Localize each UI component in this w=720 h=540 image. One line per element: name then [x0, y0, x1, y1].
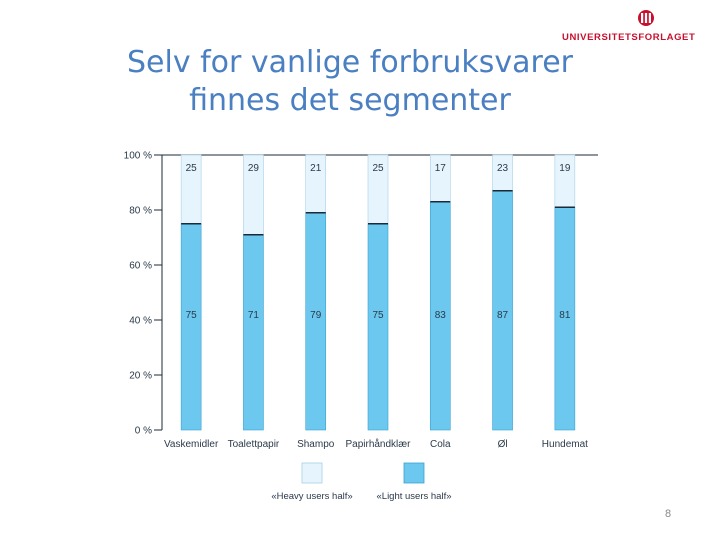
- legend-label: «Light users half»: [377, 491, 452, 502]
- data-label-light: 75: [372, 310, 384, 321]
- data-label-light: 87: [497, 310, 509, 321]
- publisher-logo: [638, 10, 654, 26]
- data-label-heavy: 19: [559, 163, 571, 174]
- data-label-heavy: 29: [248, 163, 260, 174]
- legend-swatch-0: [301, 462, 323, 484]
- data-label-heavy: 25: [372, 163, 384, 174]
- data-label-light: 71: [248, 310, 260, 321]
- page-number: 8: [665, 508, 672, 520]
- bar-heavy-4: [429, 154, 451, 203]
- title-line-2: finnes det segmenter: [189, 83, 511, 118]
- x-category-label: Cola: [430, 439, 451, 450]
- bar-light-3: [367, 223, 389, 431]
- title-line-1: Selv for vanlige forbruksvarer: [126, 45, 573, 80]
- y-tick-label: 100 %: [124, 151, 152, 162]
- x-category-label: Papirhåndklær: [345, 438, 411, 450]
- y-tick-label: 20 %: [129, 371, 152, 382]
- bar-light-2: [305, 212, 327, 431]
- logo-wordmark: UNIVERSITETSFORLAGET: [562, 32, 696, 43]
- bar-light-1: [243, 234, 264, 431]
- x-category-label: Toalettpapir: [228, 439, 280, 450]
- y-tick-label: 40 %: [129, 316, 152, 327]
- data-label-heavy: 23: [497, 163, 509, 174]
- data-label-heavy: 25: [186, 163, 198, 174]
- data-label-light: 81: [559, 310, 571, 321]
- x-category-label: Hundemat: [542, 439, 588, 450]
- data-label-heavy: 21: [310, 163, 322, 174]
- y-tick-label: 80 %: [129, 206, 152, 217]
- y-tick-label: 60 %: [129, 261, 152, 272]
- data-label-light: 79: [310, 310, 322, 321]
- x-category-label: Øl: [498, 439, 508, 450]
- legend-swatch-1: [403, 462, 425, 484]
- x-category-label: Shampo: [297, 439, 335, 450]
- bar-light-0: [180, 223, 202, 431]
- data-label-heavy: 17: [435, 163, 447, 174]
- page-title: Selv for vanlige forbruksvarer finnes de…: [110, 44, 590, 120]
- x-category-label: Vaskemidler: [164, 439, 219, 450]
- y-tick-label: 0 %: [135, 426, 152, 437]
- data-label-light: 83: [435, 310, 447, 321]
- legend-label: «Heavy users half»: [271, 491, 352, 502]
- data-label-light: 75: [186, 310, 198, 321]
